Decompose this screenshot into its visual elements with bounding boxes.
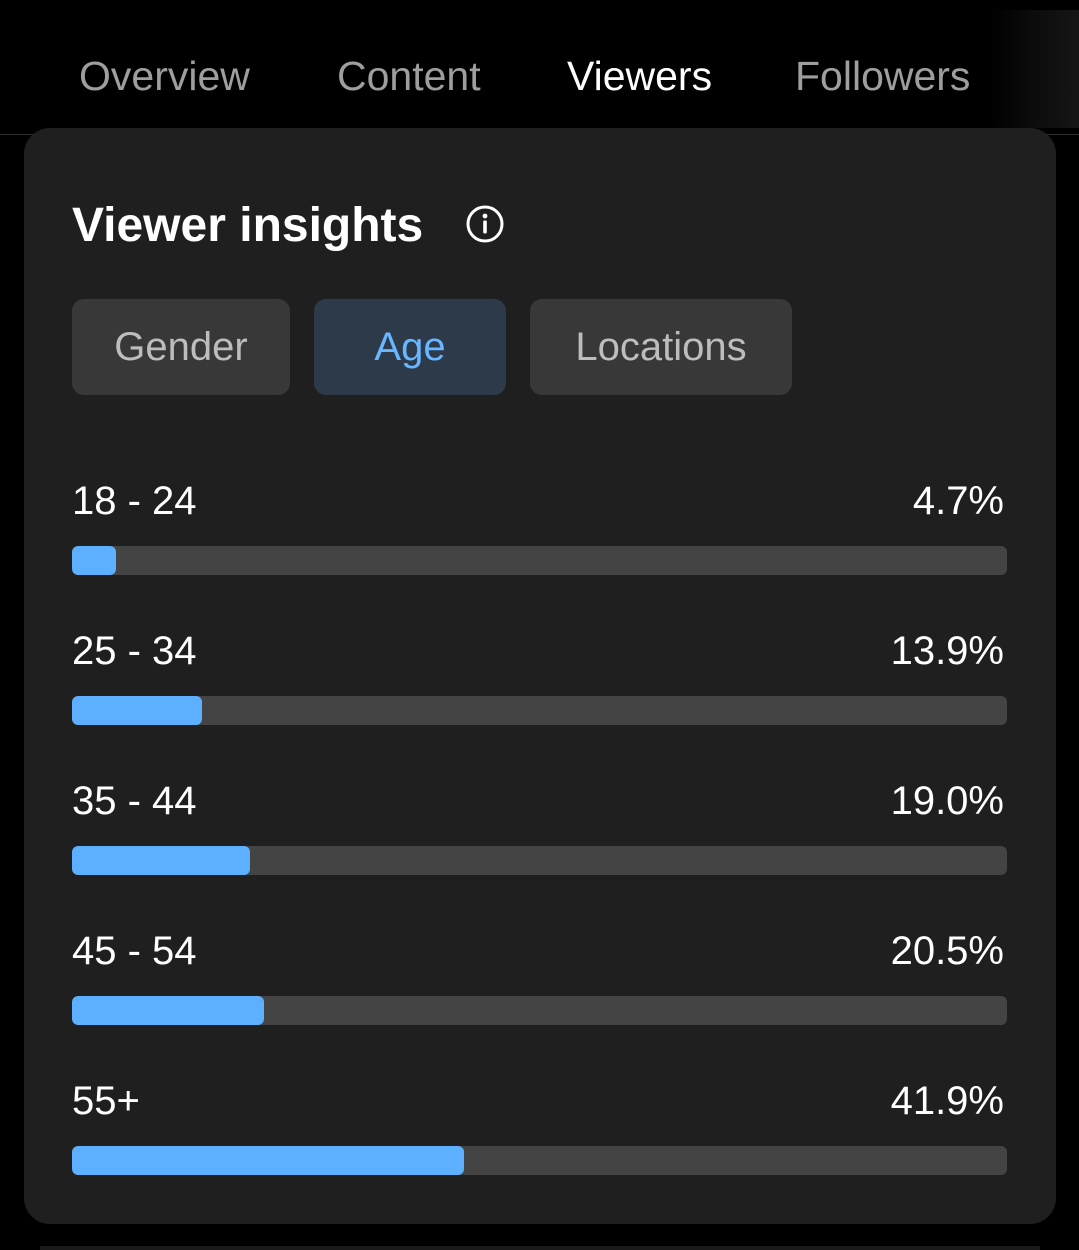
segment-locations[interactable]: Locations xyxy=(530,299,792,395)
age-row-fill xyxy=(72,546,116,575)
age-row-track xyxy=(72,546,1007,575)
tab-overview[interactable]: Overview xyxy=(79,53,250,99)
tab-content[interactable]: Content xyxy=(337,53,481,99)
age-row-fill xyxy=(72,846,250,875)
age-row-track xyxy=(72,696,1007,725)
bottom-divider xyxy=(40,1246,1040,1250)
segment-gender[interactable]: Gender xyxy=(72,299,290,395)
tab-bar: Overview Content Viewers Followers L xyxy=(0,0,1079,135)
segment-age[interactable]: Age xyxy=(314,299,506,395)
age-row-value: 20.5% xyxy=(890,929,1004,973)
viewer-insights-card: Viewer insights Gender Age Locations 18 … xyxy=(24,128,1056,1224)
age-row-track xyxy=(72,1146,1007,1175)
age-row-label: 45 - 54 xyxy=(72,929,197,973)
age-row-label: 18 - 24 xyxy=(72,479,197,523)
age-row-value: 13.9% xyxy=(890,629,1004,673)
card-title: Viewer insights xyxy=(72,199,424,252)
tab-overflow-fade xyxy=(990,10,1079,128)
age-row-fill xyxy=(72,996,264,1025)
age-row-fill xyxy=(72,1146,464,1175)
age-row-track xyxy=(72,846,1007,875)
age-row-label: 35 - 44 xyxy=(72,779,197,823)
age-row-value: 41.9% xyxy=(890,1079,1004,1123)
age-row-value: 19.0% xyxy=(890,779,1004,823)
age-row-track xyxy=(72,996,1007,1025)
info-circle-icon[interactable] xyxy=(465,204,505,244)
tab-followers[interactable]: Followers xyxy=(795,53,971,99)
age-row-label: 25 - 34 xyxy=(72,629,197,673)
age-row-label: 55+ xyxy=(72,1079,140,1123)
tab-viewers[interactable]: Viewers xyxy=(567,53,713,99)
age-row-value: 4.7% xyxy=(912,479,1004,523)
age-row-fill xyxy=(72,696,202,725)
